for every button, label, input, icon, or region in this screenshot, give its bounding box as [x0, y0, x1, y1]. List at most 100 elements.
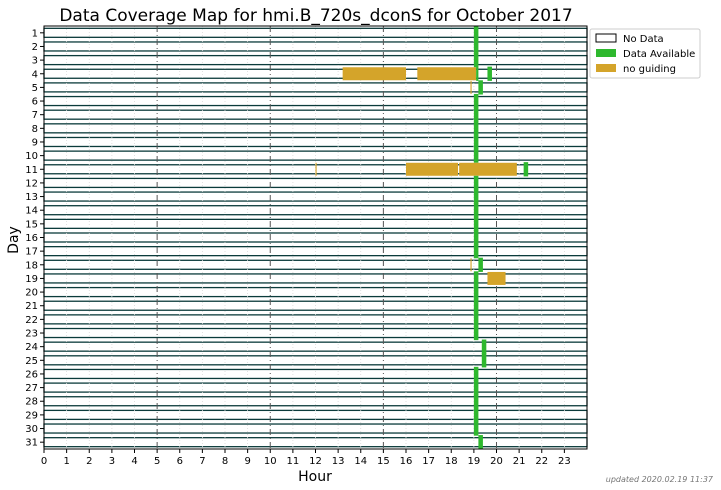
no-data-row-day-27 — [43, 382, 588, 393]
data-available-bar-day-27 — [473, 380, 479, 395]
x-tick-label-21: 21 — [513, 456, 526, 467]
y-axis-ticks: 1234567891011121314151617181920212223242… — [25, 28, 44, 449]
data-available-bar-day-31 — [478, 435, 483, 450]
y-tick-label-day-27: 27 — [25, 383, 38, 394]
data-available-bar-day-2 — [473, 39, 479, 54]
no-data-row-day-13 — [43, 191, 588, 202]
y-tick-label-day-24: 24 — [25, 342, 38, 353]
no-data-row-day-14 — [43, 205, 588, 216]
data-available-bar-day-26 — [473, 366, 479, 382]
data-available-bar-day-21 — [473, 298, 479, 313]
y-tick-label-day-16: 16 — [25, 233, 38, 244]
y-tick-label-day-9: 9 — [32, 137, 38, 148]
data-available-bar-day-5 — [478, 80, 483, 95]
x-tick-label-0: 0 — [41, 456, 47, 467]
x-tick-label-17: 17 — [422, 456, 435, 467]
y-tick-label-day-7: 7 — [32, 110, 38, 121]
x-tick-label-6: 6 — [177, 456, 183, 467]
data-available-bar-day-15 — [473, 216, 479, 231]
data-available-bar-day-19 — [473, 271, 479, 286]
data-available-bar-day-16 — [473, 230, 479, 245]
x-tick-label-3: 3 — [109, 456, 115, 467]
data-available-bar-day-3 — [473, 52, 479, 68]
data-available-bar-day-28 — [473, 394, 479, 409]
no-guiding-bar-day-4 — [342, 67, 406, 81]
no-data-row-day-25 — [43, 355, 588, 366]
no-data-row-day-5 — [43, 82, 588, 93]
data-available-bar-day-22 — [473, 312, 479, 327]
data-available-bar-day-20 — [473, 284, 479, 300]
no-data-row-day-24 — [43, 341, 588, 352]
y-tick-label-day-22: 22 — [25, 315, 38, 326]
x-tick-label-7: 7 — [199, 456, 205, 467]
data-available-bar-day-4 — [487, 66, 492, 81]
data-available-bar-day-23 — [473, 325, 479, 341]
no-data-row-day-31 — [43, 437, 588, 448]
y-tick-label-day-29: 29 — [25, 410, 38, 421]
y-tick-label-day-26: 26 — [25, 369, 38, 380]
x-tick-label-15: 15 — [377, 456, 390, 467]
no-guiding-bar-day-18 — [470, 258, 472, 272]
x-tick-label-23: 23 — [558, 456, 571, 467]
no-data-row-day-22 — [43, 314, 588, 325]
chart-title: Data Coverage Map for hmi.B_720s_dconS f… — [59, 6, 572, 26]
x-tick-label-20: 20 — [490, 456, 503, 467]
legend-label-no-guiding: no guiding — [623, 64, 676, 75]
y-tick-label-day-18: 18 — [25, 260, 38, 271]
y-tick-label-day-8: 8 — [32, 124, 38, 135]
no-data-row-day-2 — [43, 41, 588, 52]
x-axis-label: Hour — [298, 469, 332, 485]
no-data-row-day-20 — [43, 286, 588, 298]
coverage-segments — [315, 25, 529, 450]
y-tick-label-day-14: 14 — [25, 206, 38, 217]
data-available-bar-day-25 — [481, 353, 487, 368]
y-tick-label-day-6: 6 — [32, 97, 38, 108]
data-available-bar-day-14 — [473, 203, 479, 218]
y-tick-label-day-15: 15 — [25, 219, 38, 230]
no-data-row-day-4 — [43, 68, 588, 79]
data-available-bar-day-11 — [523, 162, 529, 177]
x-tick-label-9: 9 — [244, 456, 250, 467]
y-tick-label-day-10: 10 — [25, 151, 38, 162]
x-tick-label-5: 5 — [154, 456, 160, 467]
data-available-bar-day-12 — [473, 175, 479, 191]
data-available-bar-day-7 — [473, 107, 479, 122]
no-guiding-bar-day-5 — [470, 80, 472, 94]
legend-swatch-no-data — [595, 33, 617, 43]
data-available-bar-day-30 — [473, 421, 479, 436]
updated-timestamp: updated 2020.02.19 11:37 — [605, 475, 713, 484]
data-available-bar-day-1 — [473, 25, 479, 40]
data-available-bar-day-9 — [473, 134, 479, 150]
y-tick-label-day-25: 25 — [25, 356, 38, 367]
y-tick-label-day-19: 19 — [25, 274, 38, 285]
x-tick-label-11: 11 — [287, 456, 300, 467]
y-tick-label-day-28: 28 — [25, 397, 38, 408]
x-tick-label-18: 18 — [445, 456, 458, 467]
data-available-bar-day-8 — [473, 121, 479, 136]
x-tick-label-14: 14 — [354, 456, 367, 467]
no-data-row-day-7 — [43, 109, 588, 120]
hour-gridlines — [66, 26, 565, 449]
legend: No Data Data Available no guiding — [589, 28, 701, 79]
data-available-bar-day-13 — [473, 189, 479, 204]
y-tick-label-day-11: 11 — [25, 165, 38, 176]
legend-box — [589, 28, 701, 79]
y-tick-label-day-4: 4 — [32, 69, 38, 80]
y-tick-label-day-21: 21 — [25, 301, 38, 312]
data-available-bar-day-29 — [473, 407, 479, 423]
no-guiding-bar-day-4 — [417, 67, 477, 81]
x-axis-ticks: 0 1 2 3 4 5 6 7 8 9 10 11 12 13 14 15 16 17 18 19 20 21 22 23 — [41, 449, 571, 467]
no-data-row-day-9 — [43, 136, 588, 148]
x-tick-label-2: 2 — [86, 456, 92, 467]
no-guiding-bar-day-19 — [487, 271, 506, 285]
data-available-bar-day-6 — [473, 93, 479, 109]
no-data-row-day-29 — [43, 409, 588, 421]
x-tick-label-12: 12 — [309, 456, 322, 467]
no-guiding-bar-day-11 — [315, 162, 317, 176]
data-available-bar-day-4 — [476, 66, 479, 81]
y-tick-label-day-1: 1 — [32, 28, 38, 39]
x-tick-label-10: 10 — [264, 456, 277, 467]
y-tick-label-day-17: 17 — [25, 247, 38, 258]
no-data-row-day-16 — [43, 232, 588, 243]
